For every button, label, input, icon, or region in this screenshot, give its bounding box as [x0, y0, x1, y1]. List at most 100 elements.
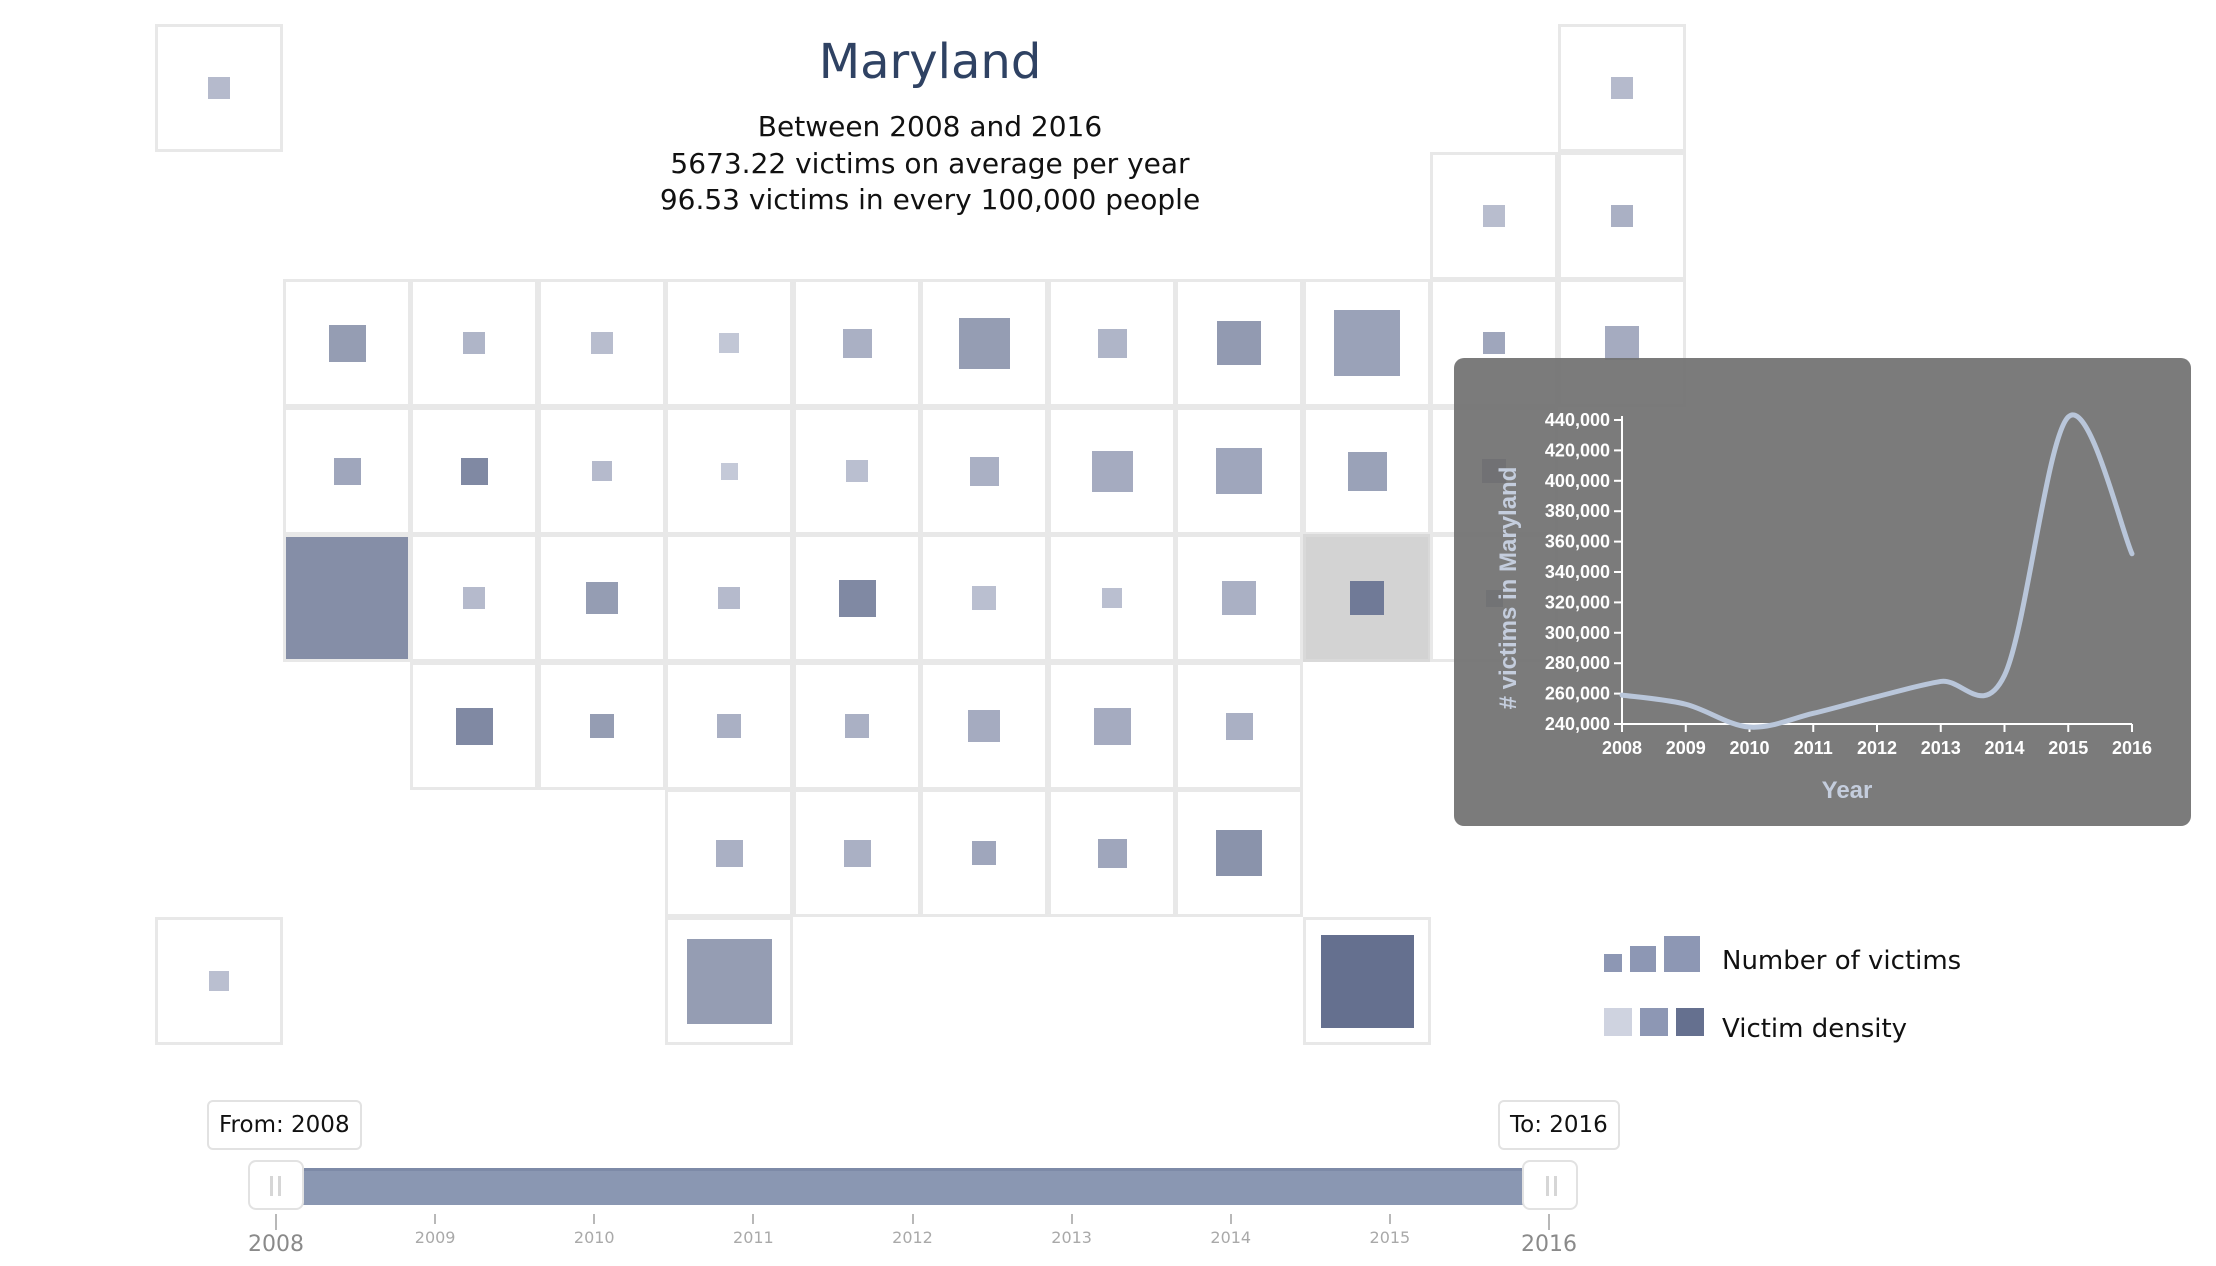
state-tile[interactable] — [1302, 916, 1431, 1045]
victim-marker — [842, 329, 872, 358]
victim-marker — [1349, 581, 1384, 615]
x-tick-label: 2014 — [1984, 738, 2024, 758]
state-tile[interactable] — [537, 534, 666, 662]
state-tile[interactable] — [155, 24, 283, 152]
victim-marker — [1097, 839, 1127, 868]
to-year-handle[interactable] — [1522, 1160, 1578, 1210]
state-tile[interactable] — [665, 534, 793, 662]
victim-marker — [591, 460, 612, 481]
state-tile[interactable] — [792, 789, 921, 917]
victim-marker — [845, 459, 868, 482]
grip-icon — [1546, 1176, 1549, 1196]
state-tile[interactable] — [1047, 661, 1176, 790]
state-tile[interactable] — [1175, 789, 1303, 917]
state-tile[interactable] — [920, 406, 1048, 535]
state-tile[interactable] — [410, 661, 538, 790]
victim-marker — [333, 457, 361, 485]
year-tick-label: 2016 — [1521, 1232, 1577, 1257]
state-tile[interactable] — [920, 534, 1048, 662]
legend-density-label: Victim density — [1722, 1014, 1908, 1044]
state-tile[interactable] — [537, 279, 666, 407]
state-tile[interactable] — [792, 661, 921, 790]
year-range-track[interactable] — [278, 1168, 1550, 1205]
year-tick-label: 2014 — [1210, 1228, 1252, 1247]
state-tile[interactable] — [410, 406, 538, 535]
state-tile[interactable] — [537, 406, 666, 535]
state-tile[interactable] — [282, 534, 411, 662]
victim-marker — [972, 586, 996, 610]
year-tick — [434, 1214, 437, 1224]
x-axis-title: Year — [1822, 777, 1873, 804]
victim-marker — [1101, 588, 1122, 608]
state-tile[interactable] — [665, 916, 793, 1045]
y-axis-title: # victims in Maryland — [1495, 467, 1522, 710]
state-tile[interactable] — [792, 279, 921, 407]
x-tick-label: 2011 — [1794, 738, 1833, 758]
victim-marker — [1097, 329, 1127, 358]
state-tile[interactable] — [920, 661, 1048, 790]
state-tile[interactable] — [1047, 279, 1176, 407]
year-tick-label: 2011 — [733, 1228, 774, 1247]
state-tile[interactable] — [1175, 661, 1303, 790]
state-tile[interactable] — [1175, 279, 1303, 407]
victim-marker — [1093, 707, 1131, 745]
state-tile[interactable] — [665, 406, 793, 535]
victim-marker — [687, 938, 772, 1024]
state-tile[interactable] — [920, 789, 1048, 917]
victims-per-capita-text: 96.53 victims in every 100,000 people — [659, 183, 1201, 216]
x-tick-label: 2010 — [1729, 738, 1769, 758]
victim-marker — [463, 332, 485, 354]
to-year-label: To: 2016 — [1498, 1100, 1620, 1150]
from-year-handle[interactable] — [248, 1160, 304, 1210]
state-tile[interactable] — [1557, 24, 1686, 152]
state-tile[interactable] — [1047, 406, 1176, 535]
victim-marker — [328, 325, 366, 362]
average-victims-text: 5673.22 victims on average per year — [670, 147, 1190, 180]
victim-marker — [718, 587, 740, 609]
victims-line-chart: 240,000 260,000 280,000 300,000 320,000 340,0… — [1495, 410, 2152, 804]
state-tile[interactable] — [155, 916, 283, 1045]
victim-marker — [463, 587, 485, 609]
state-tile[interactable] — [665, 661, 793, 790]
state-tile[interactable] — [792, 406, 921, 535]
state-tile[interactable] — [1557, 151, 1686, 280]
victim-marker — [970, 456, 999, 486]
x-tick-label: 2012 — [1857, 738, 1897, 758]
state-tile[interactable] — [282, 279, 411, 407]
y-tick-label: 440,000 — [1545, 410, 1610, 430]
state-tile-highlighted[interactable] — [1302, 534, 1431, 662]
state-tile[interactable] — [665, 279, 793, 407]
state-tile[interactable] — [282, 406, 411, 535]
year-tick-label: 2012 — [892, 1228, 933, 1247]
state-tile[interactable] — [1047, 789, 1176, 917]
state-tile[interactable] — [410, 279, 538, 407]
x-tick-label: 2013 — [1921, 738, 1961, 758]
year-tick — [1070, 1214, 1073, 1224]
victim-marker — [1217, 321, 1261, 365]
state-tile[interactable] — [410, 534, 538, 662]
year-tick — [593, 1214, 596, 1224]
victim-marker — [1226, 712, 1253, 740]
victim-marker — [1347, 451, 1387, 491]
state-tile[interactable] — [1302, 406, 1431, 535]
year-tick-label: 2010 — [573, 1228, 615, 1247]
state-tile[interactable] — [1175, 534, 1303, 662]
x-tick-label: 2016 — [2112, 738, 2152, 758]
year-tick — [1548, 1214, 1550, 1230]
victim-marker — [461, 457, 488, 485]
state-tile[interactable] — [537, 661, 666, 790]
state-tile[interactable] — [920, 279, 1048, 407]
victim-marker — [844, 713, 869, 738]
state-tile[interactable] — [792, 534, 921, 662]
victim-marker — [1604, 326, 1639, 360]
victim-marker — [1222, 581, 1256, 615]
victim-marker — [717, 713, 741, 738]
victims-series-line — [1619, 412, 2135, 730]
state-tile[interactable] — [1430, 151, 1558, 280]
state-tile[interactable] — [1302, 279, 1431, 407]
legend-size-label: Number of victims — [1722, 946, 1962, 976]
victim-marker — [843, 840, 871, 867]
state-tile[interactable] — [665, 789, 793, 917]
state-tile[interactable] — [1047, 534, 1176, 662]
state-tile[interactable] — [1175, 406, 1303, 535]
